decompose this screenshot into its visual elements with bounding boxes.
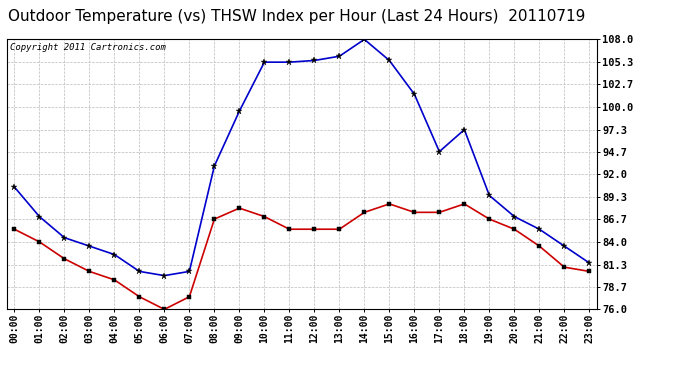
Text: Outdoor Temperature (vs) THSW Index per Hour (Last 24 Hours)  20110719: Outdoor Temperature (vs) THSW Index per … — [8, 9, 585, 24]
Text: Copyright 2011 Cartronics.com: Copyright 2011 Cartronics.com — [10, 44, 166, 52]
